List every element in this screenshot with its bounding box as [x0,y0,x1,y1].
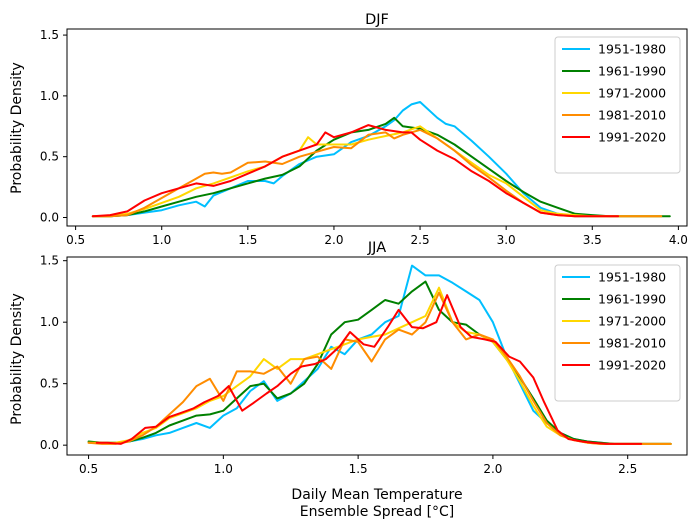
djf-panel: DJF Probability Density 0.5 1.0 1.5 2.0 2.5 3… [9,12,688,247]
jja-x-tick-label: 2.5 [618,462,637,476]
djf-axes-frame [66,28,688,227]
djf-legend-label: 1961-1990 [598,64,666,79]
djf-x-tick-label: 3.5 [583,233,602,247]
djf-legend-label: 1951-1980 [598,42,666,57]
djf-x-tick-label: 2.5 [411,233,430,247]
jja-x-tick-label: 0.5 [79,462,98,476]
jja-x-tick-label: 1.0 [214,462,233,476]
djf-y-tick-label: 1.0 [40,89,59,103]
djf-title: DJF [365,12,389,28]
djf-legend-label: 1971-2000 [598,86,666,101]
djf-ylabel: Probability Density [9,62,25,194]
djf-legend-box [554,36,681,174]
jja-legend-label: 1951-1980 [598,270,666,285]
djf-series-lines [91,101,671,218]
jja-legend: 1951-1980 1961-1990 1971-2000 1981-2010 1991… [554,264,681,402]
djf-x-tick-label: 1.5 [238,233,257,247]
jja-legend-label: 1961-1990 [598,292,666,307]
djf-y-tick-label: 1.5 [40,28,59,42]
djf-y-ticks: 0.0 0.5 1.0 1.5 [40,28,67,224]
djf-x-tick-label: 3.0 [497,233,516,247]
jja-legend-label: 1981-2010 [598,336,666,351]
djf-legend: 1951-1980 1961-1990 1971-2000 1981-2010 1991… [554,36,681,174]
x-axis-label-line-2: Ensemble Spread [°C] [300,504,455,520]
jja-ylabel: Probability Density [9,293,25,425]
jja-y-ticks: 0.0 0.5 1.0 1.5 [40,254,67,452]
djf-x-tick-label: 0.5 [66,233,85,247]
jja-title: JJA [367,240,386,256]
djf-series-line-1961-1990 [91,116,671,218]
djf-y-tick-label: 0.5 [40,150,59,164]
jja-series-line-1991-2020 [95,294,643,445]
djf-series-line-1991-2020 [91,124,620,218]
x-axis-label-line-1: Daily Mean Temperature [291,487,462,503]
djf-legend-label: 1981-2010 [598,108,666,123]
jja-y-tick-label: 1.5 [40,254,59,268]
jja-legend-label: 1971-2000 [598,314,666,329]
djf-x-tick-label: 4.0 [669,233,688,247]
jja-y-tick-label: 1.0 [40,315,59,329]
jja-y-tick-label: 0.5 [40,377,59,391]
djf-legend-label: 1991-2020 [598,130,666,145]
djf-y-tick-label: 0.0 [40,210,59,224]
jja-axes-frame [66,256,688,456]
jja-series-line-1961-1990 [87,280,672,445]
djf-x-ticks: 0.5 1.0 1.5 2.0 2.5 3.0 3.5 4.0 [66,226,688,247]
djf-x-tick-label: 2.0 [324,233,343,247]
jja-x-tick-label: 1.5 [349,462,368,476]
djf-series-line-1971-2000 [91,125,663,218]
jja-legend-box [554,264,681,402]
jja-y-tick-label: 0.0 [40,438,59,452]
jja-series-lines [87,264,672,445]
djf-x-tick-label: 1.0 [152,233,171,247]
jja-panel: JJA Probability Density 0.5 1.0 1.5 2.0 2.5 … [9,240,688,476]
jja-legend-label: 1991-2020 [598,358,666,373]
jja-x-ticks: 0.5 1.0 1.5 2.0 2.5 [79,455,637,476]
jja-x-tick-label: 2.0 [483,462,502,476]
